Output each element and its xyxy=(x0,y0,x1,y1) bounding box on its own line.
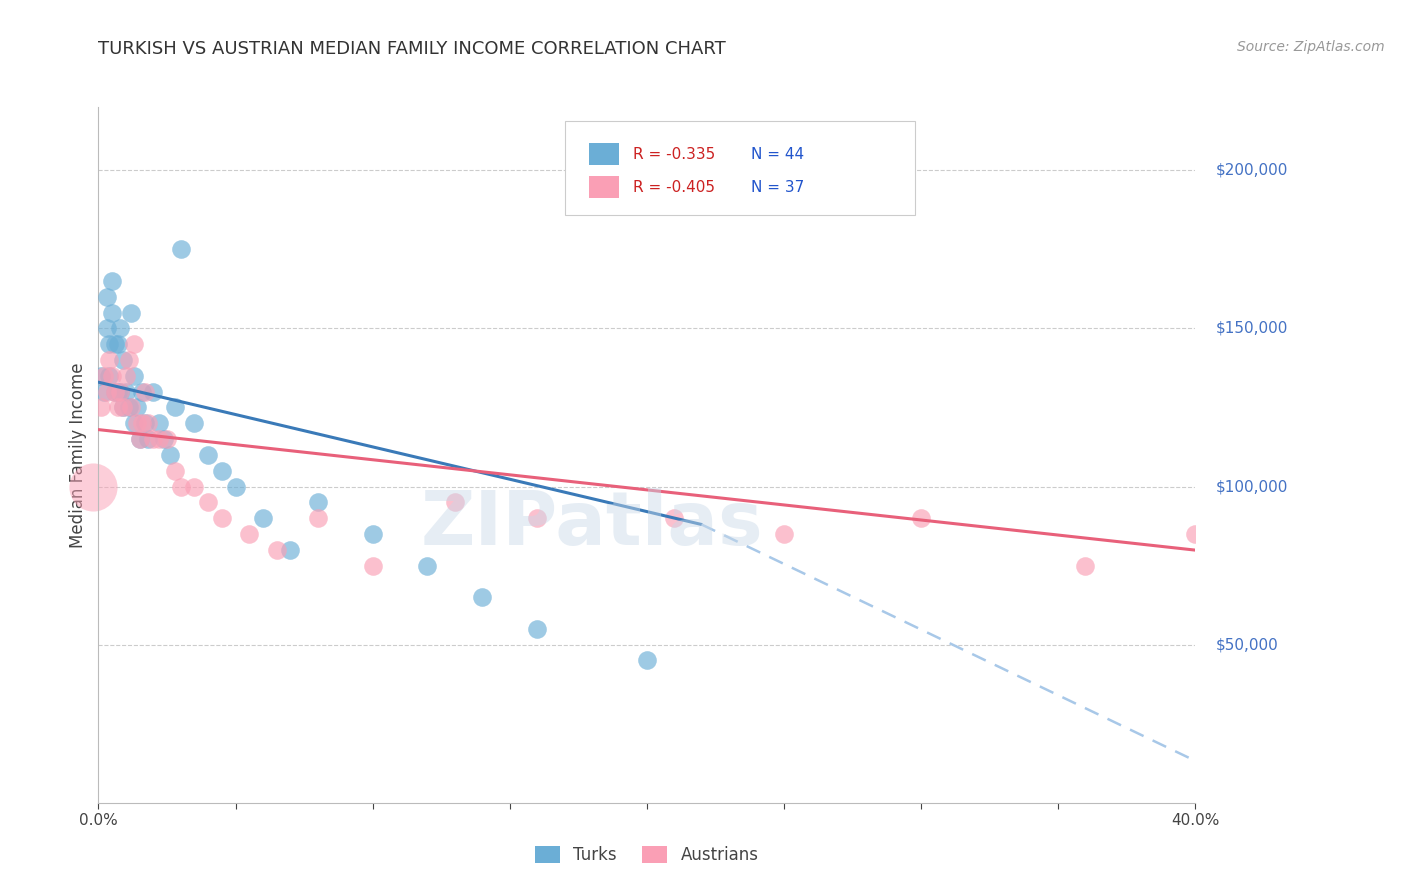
Point xyxy=(112,353,135,368)
Point xyxy=(444,495,467,509)
Point xyxy=(82,479,104,493)
Point xyxy=(238,527,260,541)
Point xyxy=(156,432,179,446)
Text: Source: ZipAtlas.com: Source: ZipAtlas.com xyxy=(1237,40,1385,54)
Point xyxy=(526,622,548,636)
Point xyxy=(131,384,153,399)
Point xyxy=(128,432,150,446)
Point xyxy=(93,384,115,399)
Point xyxy=(416,558,439,573)
Text: $200,000: $200,000 xyxy=(1216,163,1288,178)
Point xyxy=(134,417,156,431)
Point xyxy=(125,401,148,415)
Point xyxy=(128,432,150,446)
Point xyxy=(361,558,384,573)
Point xyxy=(90,401,112,415)
Point xyxy=(664,511,686,525)
Point xyxy=(110,384,132,399)
Point xyxy=(153,432,176,446)
Point xyxy=(107,337,129,351)
Point xyxy=(148,417,170,431)
Point xyxy=(96,321,118,335)
Point xyxy=(211,464,233,478)
Text: R = -0.405: R = -0.405 xyxy=(633,179,714,194)
Point xyxy=(104,337,127,351)
Point xyxy=(90,368,112,383)
Point xyxy=(101,305,124,319)
Point xyxy=(136,432,159,446)
Point xyxy=(134,384,156,399)
Point xyxy=(1184,527,1206,541)
Point xyxy=(266,542,288,557)
Point xyxy=(526,511,548,525)
Point xyxy=(142,432,165,446)
Point xyxy=(122,337,145,351)
Point xyxy=(225,479,247,493)
Point xyxy=(117,401,139,415)
Point xyxy=(471,591,494,605)
Point xyxy=(122,417,145,431)
Legend: Turks, Austrians: Turks, Austrians xyxy=(529,839,765,871)
Point xyxy=(112,401,135,415)
Text: N = 37: N = 37 xyxy=(751,179,804,194)
Point xyxy=(120,401,142,415)
Point xyxy=(142,384,165,399)
Text: $50,000: $50,000 xyxy=(1216,637,1279,652)
Point xyxy=(107,401,129,415)
Point xyxy=(101,274,124,288)
Point xyxy=(110,321,132,335)
FancyBboxPatch shape xyxy=(589,176,620,198)
FancyBboxPatch shape xyxy=(565,121,915,215)
Point xyxy=(101,368,124,383)
Point xyxy=(910,511,932,525)
Point xyxy=(98,368,121,383)
Point xyxy=(131,417,153,431)
Point xyxy=(1074,558,1097,573)
FancyBboxPatch shape xyxy=(589,144,620,166)
Point xyxy=(136,417,159,431)
Text: R = -0.335: R = -0.335 xyxy=(633,147,714,161)
Point xyxy=(361,527,384,541)
Point xyxy=(252,511,274,525)
Point xyxy=(280,542,302,557)
Point xyxy=(104,384,127,399)
Point xyxy=(165,401,187,415)
Point xyxy=(307,511,329,525)
Point xyxy=(170,243,193,257)
Point xyxy=(197,448,219,462)
Point xyxy=(96,290,118,304)
Point xyxy=(96,384,118,399)
Text: $150,000: $150,000 xyxy=(1216,321,1288,336)
Point xyxy=(125,417,148,431)
Point xyxy=(159,448,181,462)
Point xyxy=(98,353,121,368)
Point xyxy=(183,479,205,493)
Point xyxy=(122,368,145,383)
Point xyxy=(98,337,121,351)
Point xyxy=(93,368,115,383)
Y-axis label: Median Family Income: Median Family Income xyxy=(69,362,87,548)
Point xyxy=(307,495,329,509)
Text: ZIPatlas: ZIPatlas xyxy=(420,488,763,561)
Point xyxy=(112,401,135,415)
Text: TURKISH VS AUSTRIAN MEDIAN FAMILY INCOME CORRELATION CHART: TURKISH VS AUSTRIAN MEDIAN FAMILY INCOME… xyxy=(98,40,725,58)
Point xyxy=(170,479,193,493)
Point xyxy=(117,353,139,368)
Point xyxy=(107,384,129,399)
Point xyxy=(636,653,658,667)
Point xyxy=(165,464,187,478)
Point xyxy=(211,511,233,525)
Point xyxy=(115,384,138,399)
Text: N = 44: N = 44 xyxy=(751,147,804,161)
Point xyxy=(120,305,142,319)
Point xyxy=(183,417,205,431)
Point xyxy=(773,527,796,541)
Point xyxy=(148,432,170,446)
Point xyxy=(197,495,219,509)
Point xyxy=(110,384,132,399)
Point xyxy=(115,368,138,383)
Point xyxy=(104,384,127,399)
Text: $100,000: $100,000 xyxy=(1216,479,1288,494)
